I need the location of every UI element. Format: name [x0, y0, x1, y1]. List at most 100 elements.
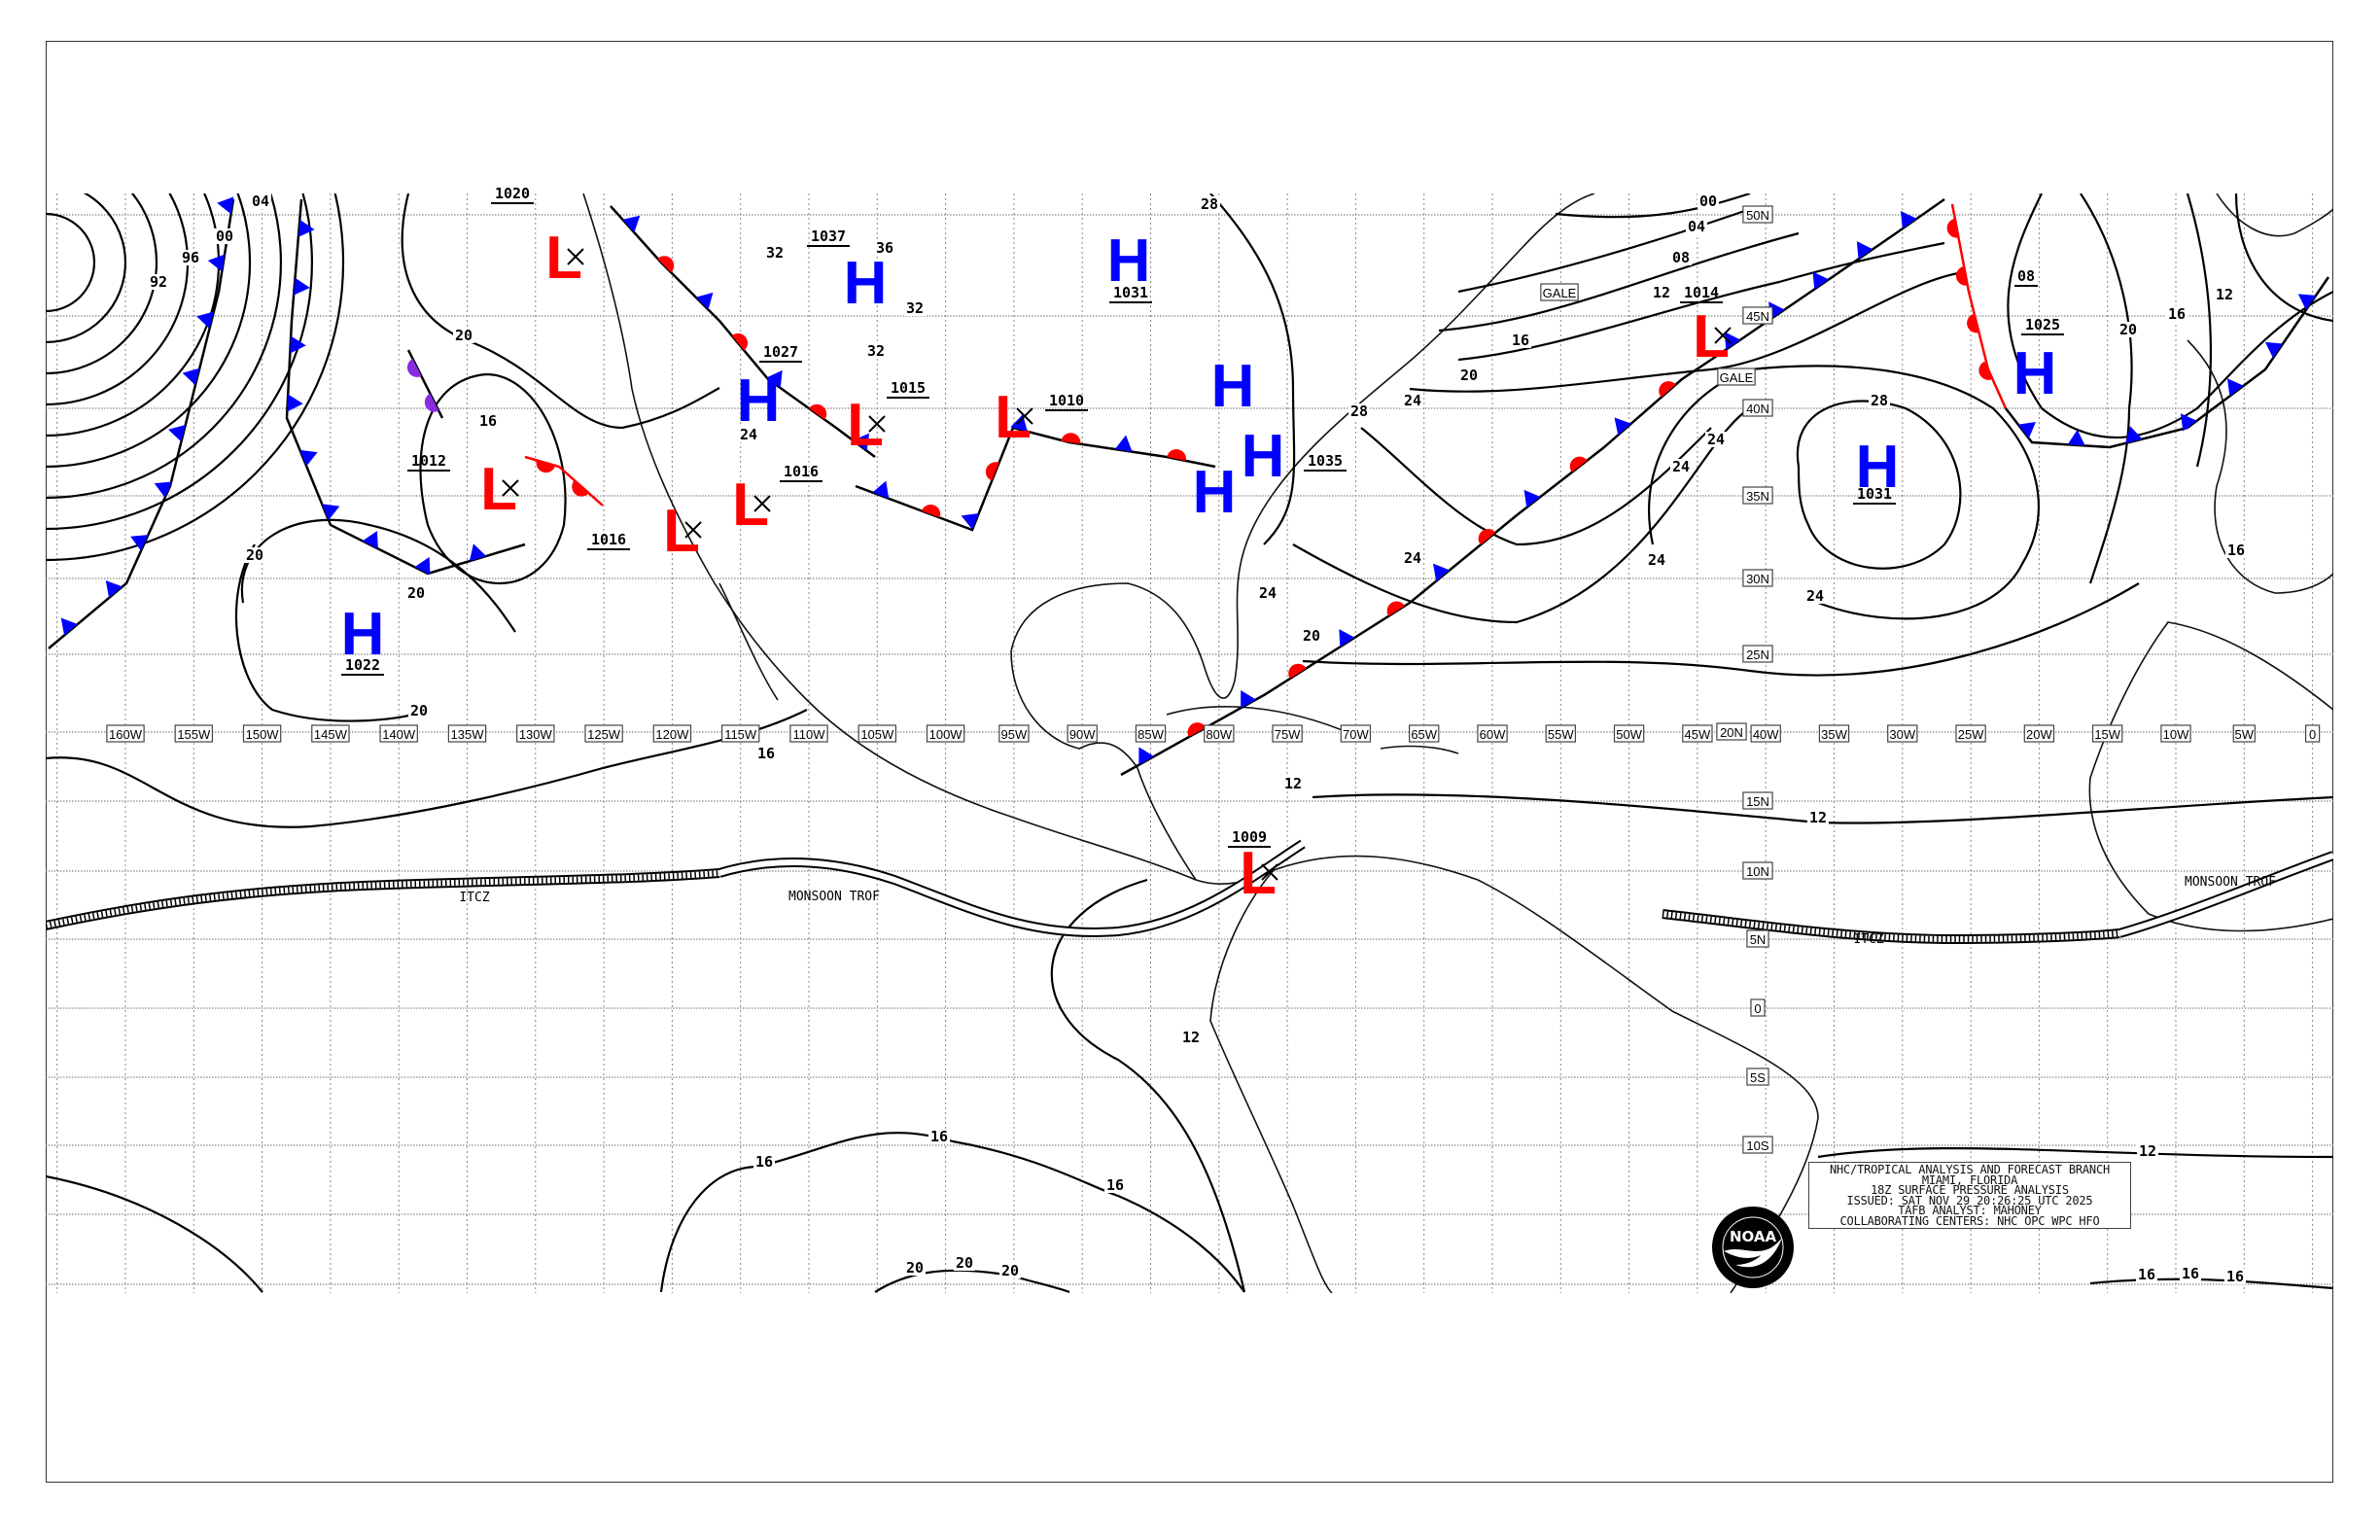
isobar-line [46, 193, 252, 469]
isobar-label: 96 [182, 249, 199, 266]
cold-front-triangle [622, 215, 641, 233]
gale-warning-label-box [1717, 368, 1756, 386]
cold-front-line [285, 198, 526, 576]
longitude-label-box [1682, 724, 1713, 743]
cold-front-triangle [2125, 426, 2143, 443]
longitude-label-box [174, 724, 214, 743]
isobar-label: 16 [1106, 1176, 1124, 1194]
title-line-branch: NHC/TROPICAL ANALYSIS AND FORECAST BRANC… [1829, 1163, 2110, 1176]
isobar-label: 12 [2216, 286, 2233, 303]
latitude-label: 30N [1746, 572, 1769, 586]
latitude-label-box [1746, 929, 1769, 948]
warm-front-semicircle [1978, 361, 1993, 380]
isobar-label: 16 [2138, 1266, 2155, 1283]
warm-front-semicircle [1167, 449, 1187, 461]
isobar-line [1457, 207, 1751, 294]
longitude-label-box [447, 724, 487, 743]
longitude-label: 75W [1275, 727, 1301, 742]
isobar-line [2007, 193, 2333, 439]
isobar-label: 20 [1460, 367, 1478, 384]
isobar-line [46, 193, 127, 344]
isobar-label: 16 [930, 1128, 948, 1145]
cold-front-triangle [182, 368, 200, 386]
latitude-label: 5N [1750, 932, 1767, 947]
cold-front-triangle [766, 369, 783, 389]
warm-front-semicircle [1288, 663, 1307, 680]
cold-front-triangle [2017, 421, 2036, 438]
isobar-label: 28 [1201, 195, 1218, 213]
cold-front-triangle [853, 433, 870, 451]
isobar-line [2089, 1278, 2333, 1290]
cold-front-triangle [1724, 332, 1741, 350]
coastline [1209, 869, 1333, 1293]
low-center-x-icon [1016, 407, 1033, 425]
longitude-label-box [1818, 724, 1850, 743]
longitude-label: 0 [2309, 727, 2316, 742]
coastline [718, 582, 779, 701]
central-pressure-label: 1009 [1232, 828, 1267, 846]
coastline [582, 193, 1275, 885]
lat-lon-grid [46, 193, 2333, 1293]
warm-front-semicircle [731, 332, 749, 351]
longitude-label: 5W [2235, 727, 2255, 742]
isobar-line [874, 1269, 1070, 1293]
longitude-label: 135W [451, 727, 485, 742]
longitude-label: 125W [587, 727, 621, 742]
isobar-line [1302, 582, 2140, 677]
latitude-label-box [1742, 205, 1773, 224]
cold-front-triangle [298, 219, 315, 237]
longitude-label: 140W [382, 727, 416, 742]
itcz-label: ITCZ [459, 891, 489, 905]
isobar-label: 36 [876, 239, 893, 257]
stationary-front-line [855, 426, 1216, 532]
cold-front-triangle [872, 480, 890, 499]
isobar-label: 20 [455, 327, 472, 344]
warm-front-semicircle [1955, 265, 1968, 286]
isobar-line [46, 193, 345, 562]
longitude-label-box [584, 724, 623, 743]
cold-front-triangle [105, 579, 122, 598]
longitude-label: 60W [1480, 727, 1506, 742]
isobar-label: 24 [1672, 458, 1690, 475]
isobar-line [1457, 241, 1945, 362]
isobar-label: 16 [755, 1153, 773, 1171]
latitude-label-box [1742, 486, 1773, 505]
isobar-label: 16 [2168, 305, 2186, 323]
isobar-line [46, 193, 283, 500]
isobar-label: 20 [1303, 627, 1320, 645]
cold-front-triangle [2264, 341, 2284, 359]
isobar-line [46, 212, 96, 313]
isobar-line [2080, 193, 2133, 584]
longitude-label: 10W [2163, 727, 2189, 742]
cold-front-triangle [217, 196, 234, 215]
central-pressure-label: 1020 [495, 185, 530, 202]
isobar-label: 12 [1653, 284, 1670, 301]
cold-front-triangle [1614, 417, 1631, 436]
isobar-line [1438, 231, 1800, 332]
cold-front-triangle [2297, 294, 2317, 310]
cold-front-triangle [1138, 747, 1155, 765]
longitude-label: 70W [1343, 727, 1369, 742]
central-pressure-label: 1025 [2025, 316, 2060, 333]
latitude-label-box [1716, 722, 1747, 741]
isobar-label: 16 [2226, 1268, 2244, 1285]
isobar-label: 20 [246, 546, 263, 564]
longitude-label-box [1409, 724, 1440, 743]
isobar-label: 28 [1871, 392, 1888, 409]
cold-front-triangle [290, 335, 306, 354]
central-pressure-label: 1027 [763, 343, 798, 361]
isobar-label: 16 [2227, 542, 2245, 559]
low-center-x-icon [1714, 327, 1732, 344]
map-labels: 160W 155W 150W 145W 140W 135W 130W 125W 120W 115W… [106, 192, 2321, 1285]
longitude-label: 40W [1753, 727, 1779, 742]
itcz-monsoon-trough [46, 839, 2333, 945]
latitude-label: 40N [1746, 402, 1769, 416]
high-pressure-center: H [1211, 353, 1255, 420]
isobar-label: 24 [1404, 392, 1421, 409]
cold-front-triangle [1114, 435, 1133, 452]
isobar-label: 16 [1512, 332, 1529, 349]
cold-front-triangle [154, 481, 173, 498]
cold-front-triangle [2180, 413, 2197, 432]
